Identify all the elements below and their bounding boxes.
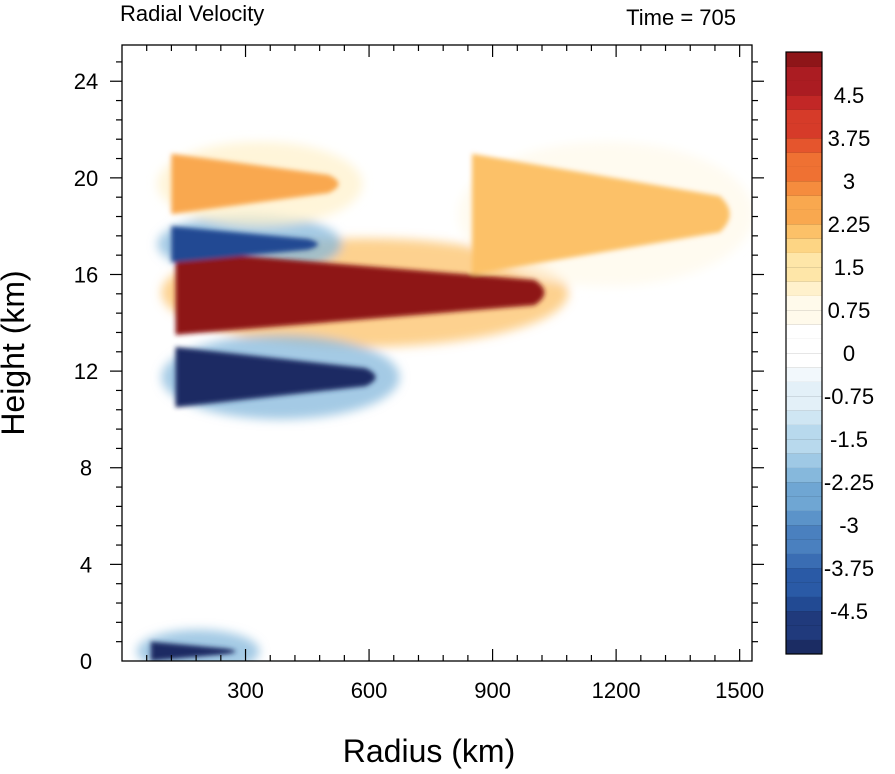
colorbar-bin <box>786 281 822 296</box>
x-axis-title: Radius (km) <box>343 733 515 769</box>
colorbar-bin <box>786 66 822 81</box>
colorbar-frame <box>785 51 823 655</box>
y-tick-label: 4 <box>80 552 92 577</box>
colorbar-bin <box>786 439 822 454</box>
plot-frame <box>121 44 753 662</box>
colorbar-label: 0 <box>843 341 855 366</box>
colorbar-label: -0.75 <box>824 384 874 409</box>
y-tick-label: 24 <box>74 69 98 94</box>
colorbar-bin <box>786 453 822 468</box>
colorbar-bin <box>786 396 822 411</box>
colorbar-bin <box>786 639 822 655</box>
colorbar-bin <box>786 80 822 96</box>
colorbar-bin <box>786 568 822 583</box>
x-tick-label: 900 <box>474 678 511 703</box>
colorbar-bin <box>786 482 822 497</box>
colorbar-bin <box>786 410 822 425</box>
y-tick-label: 16 <box>74 262 98 287</box>
colorbar: 4.5 3.75 3 2.25 1.5 0.75 0 -0.75 -1.5 -2.25 -3 -3.7… <box>785 51 874 655</box>
colorbar-bin <box>786 295 822 311</box>
colorbar-bin <box>786 238 822 253</box>
time-label: Time = 705 <box>626 5 736 30</box>
colorbar-bin <box>786 367 822 382</box>
colorbar-bin <box>786 324 822 339</box>
colorbar-bin <box>786 123 822 139</box>
colorbar-bin <box>786 611 822 626</box>
axis-ticks: 300 600 900 1200 1500 0 4 8 12 16 20 24 <box>74 45 764 703</box>
colorbar-label: -3 <box>839 513 859 538</box>
colorbar-bin <box>786 525 822 540</box>
colorbar-label: 0.75 <box>828 298 871 323</box>
colorbar-bin <box>786 424 822 440</box>
colorbar-bin <box>786 582 822 597</box>
colorbar-bin <box>786 381 822 397</box>
y-tick-label: 12 <box>74 359 98 384</box>
colorbar-bin <box>786 596 822 612</box>
y-tick-label: 8 <box>80 456 92 481</box>
colorbar-label: -3.75 <box>824 556 874 581</box>
x-tick-label: 300 <box>227 678 264 703</box>
colorbar-label: 3 <box>843 169 855 194</box>
colorbar-bin <box>786 181 822 196</box>
colorbar-bin <box>786 338 822 354</box>
colorbar-bin <box>786 496 822 511</box>
feature-upper-level-outflow-jet <box>175 250 545 335</box>
colorbar-label: -2.25 <box>824 470 874 495</box>
colorbar-label: 1.5 <box>834 255 865 280</box>
colorbar-bin <box>786 109 822 124</box>
chart-title: Radial Velocity <box>120 1 264 26</box>
y-tick-label: 0 <box>80 649 92 674</box>
colorbar-label: -4.5 <box>830 599 868 624</box>
colorbar-bin <box>786 467 822 483</box>
x-tick-label: 600 <box>351 678 388 703</box>
feature-upper-inflow-band <box>171 226 318 263</box>
colorbar-label: 2.25 <box>828 212 871 237</box>
feature-upper-outflow-layer <box>171 153 339 215</box>
colorbar-bin <box>786 267 822 282</box>
colorbar-bin <box>786 553 822 569</box>
colorbar-label: 3.75 <box>828 126 871 151</box>
colorbar-bin <box>786 539 822 554</box>
colorbar-bin <box>786 209 822 225</box>
x-tick-label: 1500 <box>715 678 764 703</box>
y-axis-title: Height (km) <box>0 270 31 435</box>
y-tick-label: 20 <box>74 166 98 191</box>
colorbar-bin <box>786 510 822 526</box>
colorbar-bin <box>786 166 822 182</box>
velocity-field <box>136 141 752 661</box>
colorbar-label: 4.5 <box>834 83 865 108</box>
colorbar-bin <box>786 353 822 368</box>
colorbar-bin <box>786 95 822 110</box>
colorbar-bin <box>786 138 822 153</box>
feature-outer-outflow-region <box>472 153 730 275</box>
colorbar-label: -1.5 <box>830 427 868 452</box>
colorbar-bin <box>786 310 822 325</box>
colorbar-bin <box>786 152 822 167</box>
colorbar-bin <box>786 224 822 239</box>
colorbar-bin <box>786 195 822 210</box>
colorbar-bin <box>786 625 822 640</box>
colorbar-bin <box>786 52 822 67</box>
feature-inflow-layer-below-outflow <box>175 346 376 408</box>
colorbar-bin <box>786 252 822 268</box>
x-tick-label: 1200 <box>592 678 641 703</box>
